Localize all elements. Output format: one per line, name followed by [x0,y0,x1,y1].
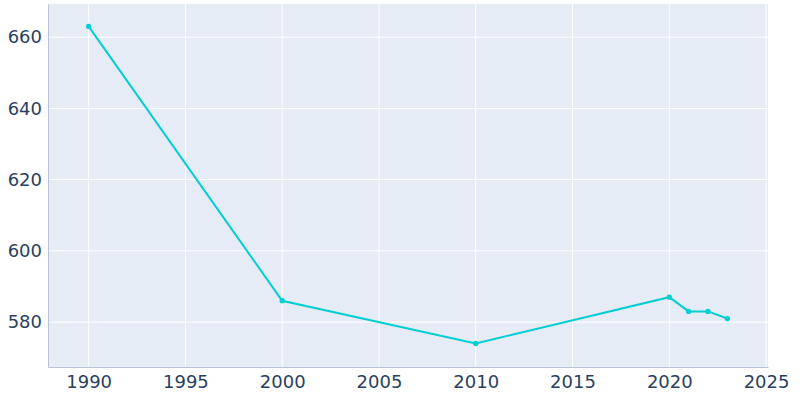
plot-background [48,4,768,367]
tick: 620 [8,169,48,190]
tick-label: 600 [8,240,42,261]
tick: 600 [8,240,48,261]
grid-line-x [378,4,379,367]
grid-line-y [48,322,768,323]
tick: 2025 [744,367,790,392]
point [473,341,478,346]
grid-line-x [88,4,89,367]
tick-label: 2015 [550,371,596,392]
grid-line-x [282,4,283,367]
tick: 1995 [163,367,209,392]
tick: 2000 [260,367,306,392]
tick-label: 2010 [453,371,499,392]
grid-line-x [475,4,476,367]
plot: 1990 1995 2000 2005 2010 2015 2020 2025 580 600 62… [8,4,790,392]
axis-line [49,367,769,368]
tick: 2010 [453,367,499,392]
grid-line-y [48,37,768,38]
tick-label: 660 [8,26,42,47]
point [86,24,91,29]
axis-line [48,5,49,368]
grid-line-y [48,108,768,109]
tick-label: 620 [8,169,42,190]
tick: 2005 [357,367,403,392]
y-axis: 580 600 620 640 660 [8,5,49,368]
grid [48,4,768,367]
tick-label: 1995 [163,371,209,392]
grid-line-x [572,4,573,367]
tick: 660 [8,26,48,47]
grid-line-y [48,250,768,251]
grid-line-y [48,179,768,180]
tick-label: 2020 [647,371,693,392]
line [89,26,728,343]
grid-line-x [669,4,670,367]
tick: 2020 [647,367,693,392]
tick-label: 2000 [260,371,306,392]
point [705,309,710,314]
x-axis: 1990 1995 2000 2005 2010 2015 2020 2025 [49,367,790,392]
series [86,24,730,346]
point [686,309,691,314]
tick: 580 [8,311,48,332]
grid-line-x [766,4,767,367]
tick-label: 1990 [66,371,112,392]
tick: 640 [8,98,48,119]
tick-label: 580 [8,311,42,332]
tick: 1990 [66,367,112,392]
tick-label: 2025 [744,371,790,392]
tick-label: 640 [8,98,42,119]
tick: 2015 [550,367,596,392]
tick-label: 2005 [357,371,403,392]
grid-line-x [185,4,186,367]
point [667,295,672,300]
point [280,298,285,303]
chart: 1990 1995 2000 2005 2010 2015 2020 2025 580 600 62… [0,0,800,400]
point [725,316,730,321]
